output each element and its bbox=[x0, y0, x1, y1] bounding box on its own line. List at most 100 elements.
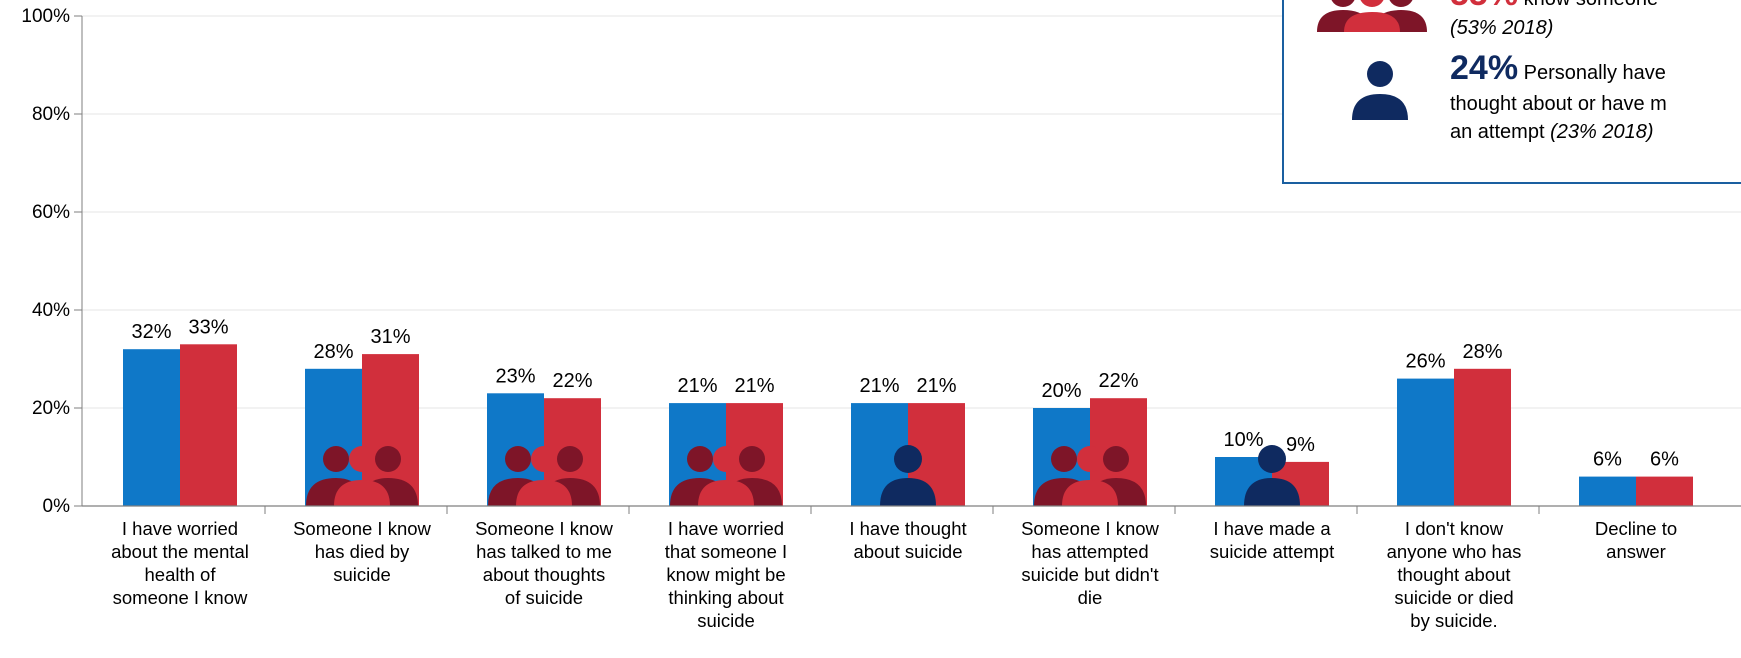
x-tick-label: Decline to answer bbox=[1595, 518, 1677, 562]
group-icon bbox=[488, 446, 600, 506]
bar-series-2-bar bbox=[1636, 476, 1693, 506]
icon-head bbox=[375, 446, 401, 472]
x-tick-line: someone I know bbox=[113, 587, 248, 608]
icon-head bbox=[739, 446, 765, 472]
x-tick-label: Someone I know has died by suicide bbox=[293, 518, 431, 585]
icon-head bbox=[1258, 445, 1286, 473]
icon-body bbox=[1062, 480, 1118, 506]
callout-note2: (23% 2018) bbox=[1550, 121, 1654, 143]
data-label: 20% bbox=[1041, 380, 1081, 402]
callout-text1: know someone bbox=[1524, 0, 1659, 10]
summary-callout: 55% know someone (53% 2018) 24% Personal… bbox=[1282, 0, 1741, 184]
group-icon bbox=[306, 446, 418, 506]
callout-text2: Personally have bbox=[1523, 62, 1666, 84]
x-tick-line: die bbox=[1078, 587, 1103, 608]
icon-head bbox=[894, 445, 922, 473]
data-label: 26% bbox=[1405, 351, 1445, 373]
person-icon bbox=[880, 445, 936, 506]
icon-head bbox=[1051, 446, 1077, 472]
callout-line1: 55% know someone bbox=[1450, 0, 1658, 13]
data-labels: 32% 33% 28% 31% 23% 22% 21% 21% 21% 21% 20% 22% 10% 9… bbox=[131, 316, 1679, 470]
data-label: 21% bbox=[859, 375, 899, 397]
group-icon bbox=[1034, 446, 1146, 506]
x-tick-line: by suicide. bbox=[1410, 610, 1497, 631]
callout-line2: 24% Personally have bbox=[1450, 51, 1666, 87]
callout-text2b: thought about or have m bbox=[1450, 93, 1667, 115]
x-tick-line: thought about bbox=[1397, 564, 1510, 585]
x-tick-line: I have worried bbox=[668, 518, 784, 539]
data-label: 10% bbox=[1223, 429, 1263, 451]
x-tick-line: suicide or died bbox=[1394, 587, 1513, 608]
x-tick-label: I have worried about the mental health of s… bbox=[111, 518, 249, 608]
icon-head bbox=[505, 446, 531, 472]
x-tick-line: suicide bbox=[333, 564, 391, 585]
callout-text2c: an attempt bbox=[1450, 121, 1545, 143]
group-icon bbox=[1317, 0, 1427, 32]
icon-head bbox=[349, 446, 375, 472]
x-tick-line: suicide but didn't bbox=[1021, 564, 1158, 585]
bar-series-1-bar bbox=[1579, 476, 1636, 506]
x-tick-line: I have worried bbox=[122, 518, 238, 539]
x-tick-line: thinking about bbox=[668, 587, 783, 608]
callout-pct1: 55% bbox=[1450, 0, 1518, 13]
x-tick-line: I have made a bbox=[1213, 518, 1331, 539]
data-label: 22% bbox=[1098, 370, 1138, 392]
y-tick-label: 20% bbox=[32, 398, 70, 419]
callout-note1: (53% 2018) bbox=[1450, 17, 1554, 39]
data-label: 33% bbox=[188, 316, 228, 338]
data-label: 21% bbox=[734, 375, 774, 397]
x-tick-label: Someone I know has talked to me about thou… bbox=[475, 518, 613, 608]
y-axis: 0% 20% 40% 60% 80% 100% bbox=[21, 6, 83, 517]
group-icon bbox=[670, 446, 782, 506]
x-tick-line: health of bbox=[145, 564, 217, 585]
x-tick-line: Decline to bbox=[1595, 518, 1677, 539]
x-tick-line: has attempted bbox=[1031, 541, 1148, 562]
x-tick-line: answer bbox=[1606, 541, 1666, 562]
x-tick-line: about thoughts bbox=[483, 564, 605, 585]
callout-line2c: an attempt (23% 2018) bbox=[1450, 118, 1653, 146]
icon-head bbox=[1103, 446, 1129, 472]
x-tick-line: Someone I know bbox=[1021, 518, 1159, 539]
data-label: 6% bbox=[1593, 449, 1622, 471]
x-tick-line: suicide attempt bbox=[1210, 541, 1334, 562]
data-label: 23% bbox=[495, 365, 535, 387]
data-label: 21% bbox=[916, 375, 956, 397]
callout-pct2: 24% bbox=[1450, 49, 1519, 87]
x-tick-label: I have made a suicide attempt bbox=[1210, 518, 1334, 562]
x-tick-line: I have thought bbox=[849, 518, 966, 539]
x-tick-line: about suicide bbox=[853, 541, 962, 562]
x-tick-line: of suicide bbox=[505, 587, 583, 608]
x-tick-line: suicide bbox=[697, 610, 755, 631]
icon-head bbox=[1077, 446, 1103, 472]
x-tick-line: Someone I know bbox=[475, 518, 613, 539]
x-tick-line: has died by bbox=[315, 541, 410, 562]
x-tick-label: Someone I know has attempted suicide but d… bbox=[1021, 518, 1159, 608]
x-tick-line: about the mental bbox=[111, 541, 249, 562]
x-tick-line: has talked to me bbox=[476, 541, 612, 562]
data-label: 22% bbox=[552, 370, 592, 392]
x-tick-line: anyone who has bbox=[1387, 541, 1522, 562]
y-tick-label: 100% bbox=[21, 6, 70, 27]
icon-head bbox=[557, 446, 583, 472]
bar-series-1-bar bbox=[123, 349, 180, 506]
data-label: 9% bbox=[1286, 434, 1315, 456]
data-label: 31% bbox=[370, 326, 410, 348]
bar-series-2-bar bbox=[1454, 368, 1511, 506]
y-tick-label: 0% bbox=[43, 496, 71, 517]
icon-body bbox=[1244, 478, 1300, 506]
icon-body bbox=[334, 480, 390, 506]
x-tick-line: that someone I bbox=[665, 541, 787, 562]
y-tick-label: 80% bbox=[32, 104, 70, 125]
data-label: 28% bbox=[313, 341, 353, 363]
data-label: 21% bbox=[677, 375, 717, 397]
y-tick-label: 40% bbox=[32, 300, 70, 321]
icon-body bbox=[698, 480, 754, 506]
data-label: 28% bbox=[1462, 341, 1502, 363]
x-tick-line: I don't know bbox=[1405, 518, 1504, 539]
data-label: 6% bbox=[1650, 449, 1679, 471]
person-icon bbox=[1352, 61, 1408, 120]
icon-head bbox=[687, 446, 713, 472]
bar-icons bbox=[306, 445, 1300, 506]
icon-head bbox=[713, 446, 739, 472]
